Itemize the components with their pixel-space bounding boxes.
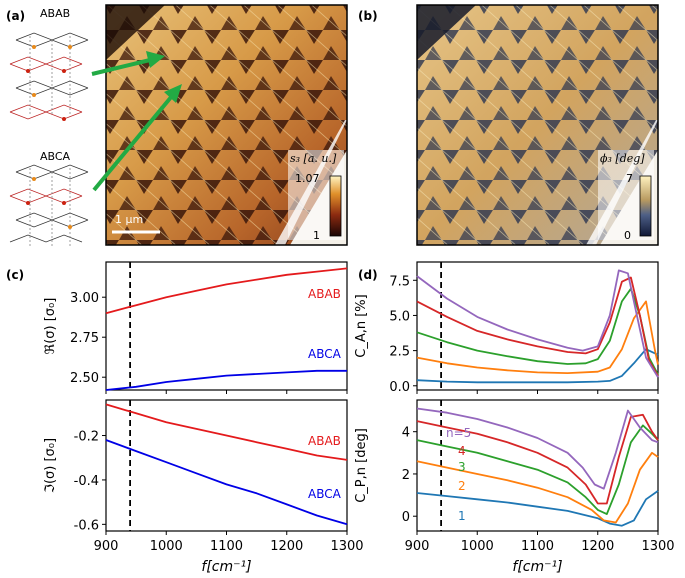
series-label: 3 [458,460,466,474]
y-tick-label: -0.6 [74,518,99,533]
series-line-2 [416,300,659,375]
structure-label-abca: ABCA [40,150,71,163]
axes-frame [105,399,348,532]
colorbar-b-max: 7 [626,172,633,185]
colorbar-a [329,175,342,237]
series-label: 2 [458,479,466,493]
green-arrows [91,51,182,192]
plot-c-imag-conductivity: -0.6 -0.4 -0.2 900 1000 1100 1200 1300 f[cm⁻¹] ℑ(… [43,399,364,575]
x-axis-label: f[cm⁻¹] [201,559,251,575]
lattice-diagram-abca [9,164,89,246]
afm-image-amplitude: 1 μm s₃ [a. u.] 1.07 1 [105,4,348,246]
x-tick-label: 900 [94,539,119,554]
colorbar-a-title: s₃ [a. u.] [290,152,337,165]
afm-image-phase: ϕ₃ [deg] 7 0 [416,4,659,246]
series-line-abca [105,439,348,526]
x-tick-label: 1200 [581,539,614,554]
panel-c-label: (c) [6,268,24,282]
series-line-5 [416,269,659,378]
series-line-5 [416,407,659,490]
series-line-2 [416,451,659,524]
series-label: 1 [458,509,466,523]
x-tick-label: 1300 [641,539,674,554]
x-tick-label: 1100 [210,539,243,554]
y-axis-label: ℑ(σ) [σ₀] [43,438,58,493]
y-tick-label: -0.2 [74,430,99,445]
series-line-abca [105,369,347,391]
colorbar-a-max: 1.07 [295,172,320,185]
scale-bar-label: 1 μm [115,213,143,226]
series-label: n=5 [446,426,471,440]
series-line-abab [105,267,348,315]
y-tick-label: 0 [402,510,410,525]
series-line-4 [416,276,659,377]
series-label: ABAB [308,434,341,448]
plot-d-amplitude-contrast: 0.0 2.5 5.0 7.5 C_A,n [%] [354,261,659,395]
x-tick-label: 1300 [330,539,363,554]
colorbar-b-title: ϕ₃ [deg] [600,152,645,165]
x-axis-label: f[cm⁻¹] [512,559,562,575]
y-tick-label: 7.5 [389,274,410,289]
y-tick-label: 2.50 [70,371,99,386]
panel-a-label: (a) [6,9,25,23]
y-axis-label: C_A,n [%] [354,294,369,357]
x-tick-label: 900 [405,539,430,554]
panel-b-label: (b) [358,9,378,23]
y-tick-label: 4 [402,426,410,441]
series-label: ABAB [308,287,341,301]
colorbar-a-min: 1 [313,229,320,242]
series-label: ABCA [308,347,342,361]
series-line-1 [416,348,659,384]
y-tick-label: -0.4 [74,474,99,489]
y-axis-label: C_P,n [deg] [354,428,369,503]
y-tick-label: 0.0 [389,380,410,395]
series-label: ABCA [308,487,342,501]
series-label: 4 [458,444,466,458]
colorbar-b-min: 0 [624,229,631,242]
series-line-abab [105,403,348,461]
panel-d-label: (d) [358,268,378,282]
series-line-1 [416,490,659,527]
colorbar-b [639,175,652,237]
y-tick-label: 2.5 [389,345,410,360]
series-line-4 [416,413,659,505]
structure-label-abab: ABAB [40,7,70,20]
lattice-diagram-abab [9,32,89,121]
x-tick-label: 1100 [521,539,554,554]
y-tick-label: 2 [402,468,410,483]
plot-c-real-conductivity: 2.50 2.75 3.00 ℜ(σ) [σ₀] ABAB ABCA [43,261,348,394]
x-tick-label: 1000 [461,539,494,554]
y-tick-label: 5.0 [389,309,410,324]
y-tick-label: 3.00 [70,291,99,306]
x-tick-label: 1000 [150,539,183,554]
plot-d-phase-contrast: 0 2 4 900 1000 1100 1200 1300 f[cm⁻¹] C_P,n [deg]… [354,399,675,575]
y-axis-label: ℜ(σ) [σ₀] [43,298,58,355]
x-tick-label: 1200 [270,539,303,554]
y-tick-label: 2.75 [70,331,99,346]
